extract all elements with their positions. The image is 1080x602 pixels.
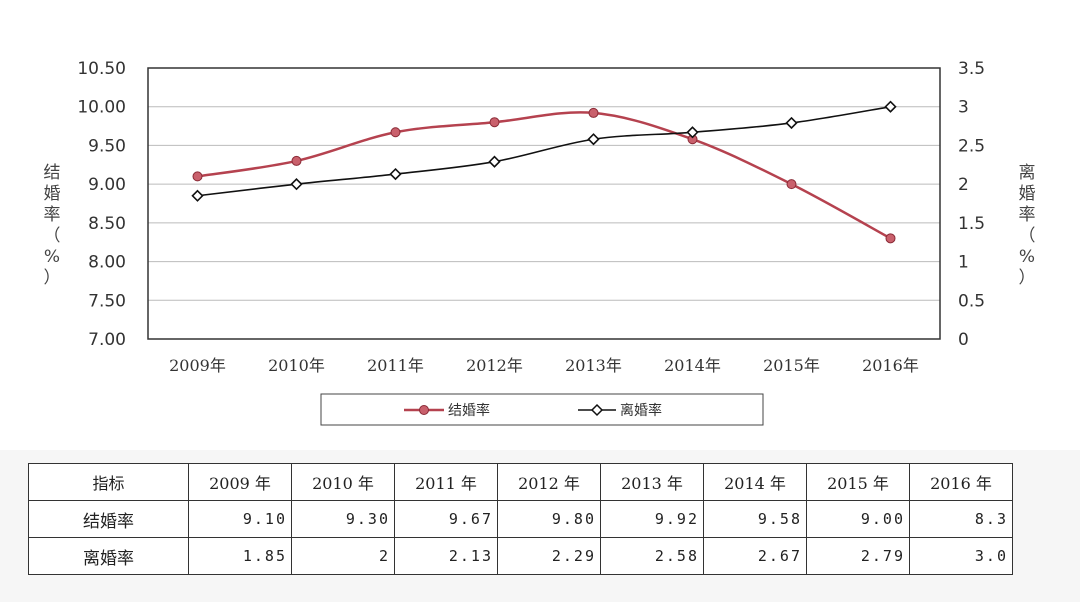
y-right-axis-title-char: 婚 (1019, 184, 1036, 204)
table-cell: 9.30 (291, 500, 395, 538)
table-cell: 2 (291, 537, 395, 575)
y-left-axis-title-char: 率 (44, 205, 61, 225)
x-tick-label: 2011年 (367, 356, 424, 375)
y-left-tick-label: 9.50 (88, 136, 126, 156)
x-tick-label: 2009年 (169, 356, 226, 375)
y-right-axis-title-char: （ (1019, 226, 1036, 246)
table-cell: 2.13 (394, 537, 498, 575)
x-tick-label: 2015年 (763, 356, 820, 375)
y-left-axis-title-char: （ (44, 226, 61, 246)
divorce-rate-point (587, 133, 600, 146)
y-left-axis-title-char: ） (44, 268, 61, 288)
y-left-tick-label: 10.50 (77, 59, 126, 79)
table-cell: 9.92 (600, 500, 704, 538)
divorce-rate-point (290, 178, 303, 191)
y-right-tick-label: 2 (958, 175, 969, 195)
x-tick-label: 2010年 (268, 356, 325, 375)
y-left-axis-title-char: 结 (44, 163, 61, 183)
y-left-axis-title-char: 婚 (44, 184, 61, 204)
y-left-tick-label: 10.00 (77, 98, 126, 118)
y-right-axis-title-char: % (1019, 247, 1035, 267)
divorce-rate-point (686, 126, 699, 139)
y-left-tick-label: 7.50 (88, 291, 126, 311)
plot-border (147, 67, 941, 340)
table-cell: 9.10 (188, 500, 292, 538)
table-header-cell: 指标 (28, 463, 189, 501)
table-header-cell: 2010 年 (291, 463, 395, 501)
y-right-axis-title-char: 率 (1019, 205, 1036, 225)
table-header-row: 指标 2009 年 2010 年 2011 年 2012 年 2013 年 20… (28, 463, 1013, 501)
legend-marriage-marker (419, 405, 429, 415)
marriage-rate-line (197, 111, 892, 240)
divorce-rate-point (191, 189, 204, 202)
divorce-rate-point (488, 155, 501, 168)
y-right-tick-label: 0.5 (958, 291, 985, 311)
data-table: 指标 2009 年 2010 年 2011 年 2012 年 2013 年 20… (28, 463, 1013, 575)
table-row-label: 结婚率 (28, 500, 189, 538)
marriage-rate-point (489, 117, 500, 128)
table-cell: 8.3 (909, 500, 1013, 538)
x-tick-label: 2014年 (664, 356, 721, 375)
legend-label: 结婚率 (448, 402, 490, 419)
table-cell: 2.67 (703, 537, 807, 575)
y-right-tick-label: 3.5 (958, 59, 985, 79)
table-cell: 3.0 (909, 537, 1013, 575)
table-header-cell: 2015 年 (806, 463, 910, 501)
y-right-tick-label: 1 (958, 253, 969, 273)
table-header-cell: 2016 年 (909, 463, 1013, 501)
chart-panel: 10.50 10.00 9.50 9.00 8.50 8.00 7.50 7.00 3.5 3 2… (43, 59, 1036, 426)
y-right-axis-title-char: 离 (1019, 163, 1036, 183)
divorce-rate-point (884, 100, 897, 113)
table-cell: 1.85 (188, 537, 292, 575)
y-right-tick-label: 2.5 (958, 136, 985, 156)
marriage-rate-point (390, 127, 401, 138)
table-header-cell: 2012 年 (497, 463, 601, 501)
table-cell: 9.58 (703, 500, 807, 538)
x-tick-label: 2012年 (466, 356, 523, 375)
x-tick-label: 2013年 (565, 356, 622, 375)
marriage-rate-point (192, 171, 203, 182)
marriage-rate-point (588, 107, 599, 118)
y-right-tick-label: 3 (958, 98, 969, 118)
divorce-rate-point (785, 116, 798, 130)
table-header-cell: 2011 年 (394, 463, 498, 501)
y-left-tick-label: 8.50 (88, 214, 126, 234)
table-cell: 2.29 (497, 537, 601, 575)
y-left-axis-title-char: % (44, 247, 60, 267)
marriage-rate-point (885, 233, 896, 244)
table-cell: 2.58 (600, 537, 704, 575)
table-row: 结婚率 9.10 9.30 9.67 9.80 9.92 9.58 9.00 8… (28, 500, 1013, 538)
y-right-tick-label: 1.5 (958, 214, 985, 234)
table-cell: 9.80 (497, 500, 601, 538)
legend-label: 离婚率 (620, 402, 662, 419)
table-header-cell: 2013 年 (600, 463, 704, 501)
y-left-tick-label: 8.00 (88, 253, 126, 273)
marriage-rate-point (291, 155, 302, 166)
y-right-tick-label: 0 (958, 330, 969, 350)
table-row: 离婚率 1.85 2 2.13 2.29 2.58 2.67 2.79 3.0 (28, 537, 1013, 575)
table-row-label: 离婚率 (28, 537, 189, 575)
y-left-tick-label: 7.00 (88, 330, 126, 350)
y-right-axis-title-char: ） (1019, 268, 1036, 288)
table-header-cell: 2009 年 (188, 463, 292, 501)
table-cell: 9.00 (806, 500, 910, 538)
table-cell: 9.67 (394, 500, 498, 538)
legend-box (320, 393, 764, 426)
table-cell: 2.79 (806, 537, 910, 575)
y-left-tick-label: 9.00 (88, 175, 126, 195)
legend-divorce-marker (590, 403, 604, 417)
divorce-rate-point (389, 167, 402, 181)
x-tick-label: 2016年 (862, 356, 919, 375)
table-header-cell: 2014 年 (703, 463, 807, 501)
marriage-rate-point (786, 179, 797, 190)
